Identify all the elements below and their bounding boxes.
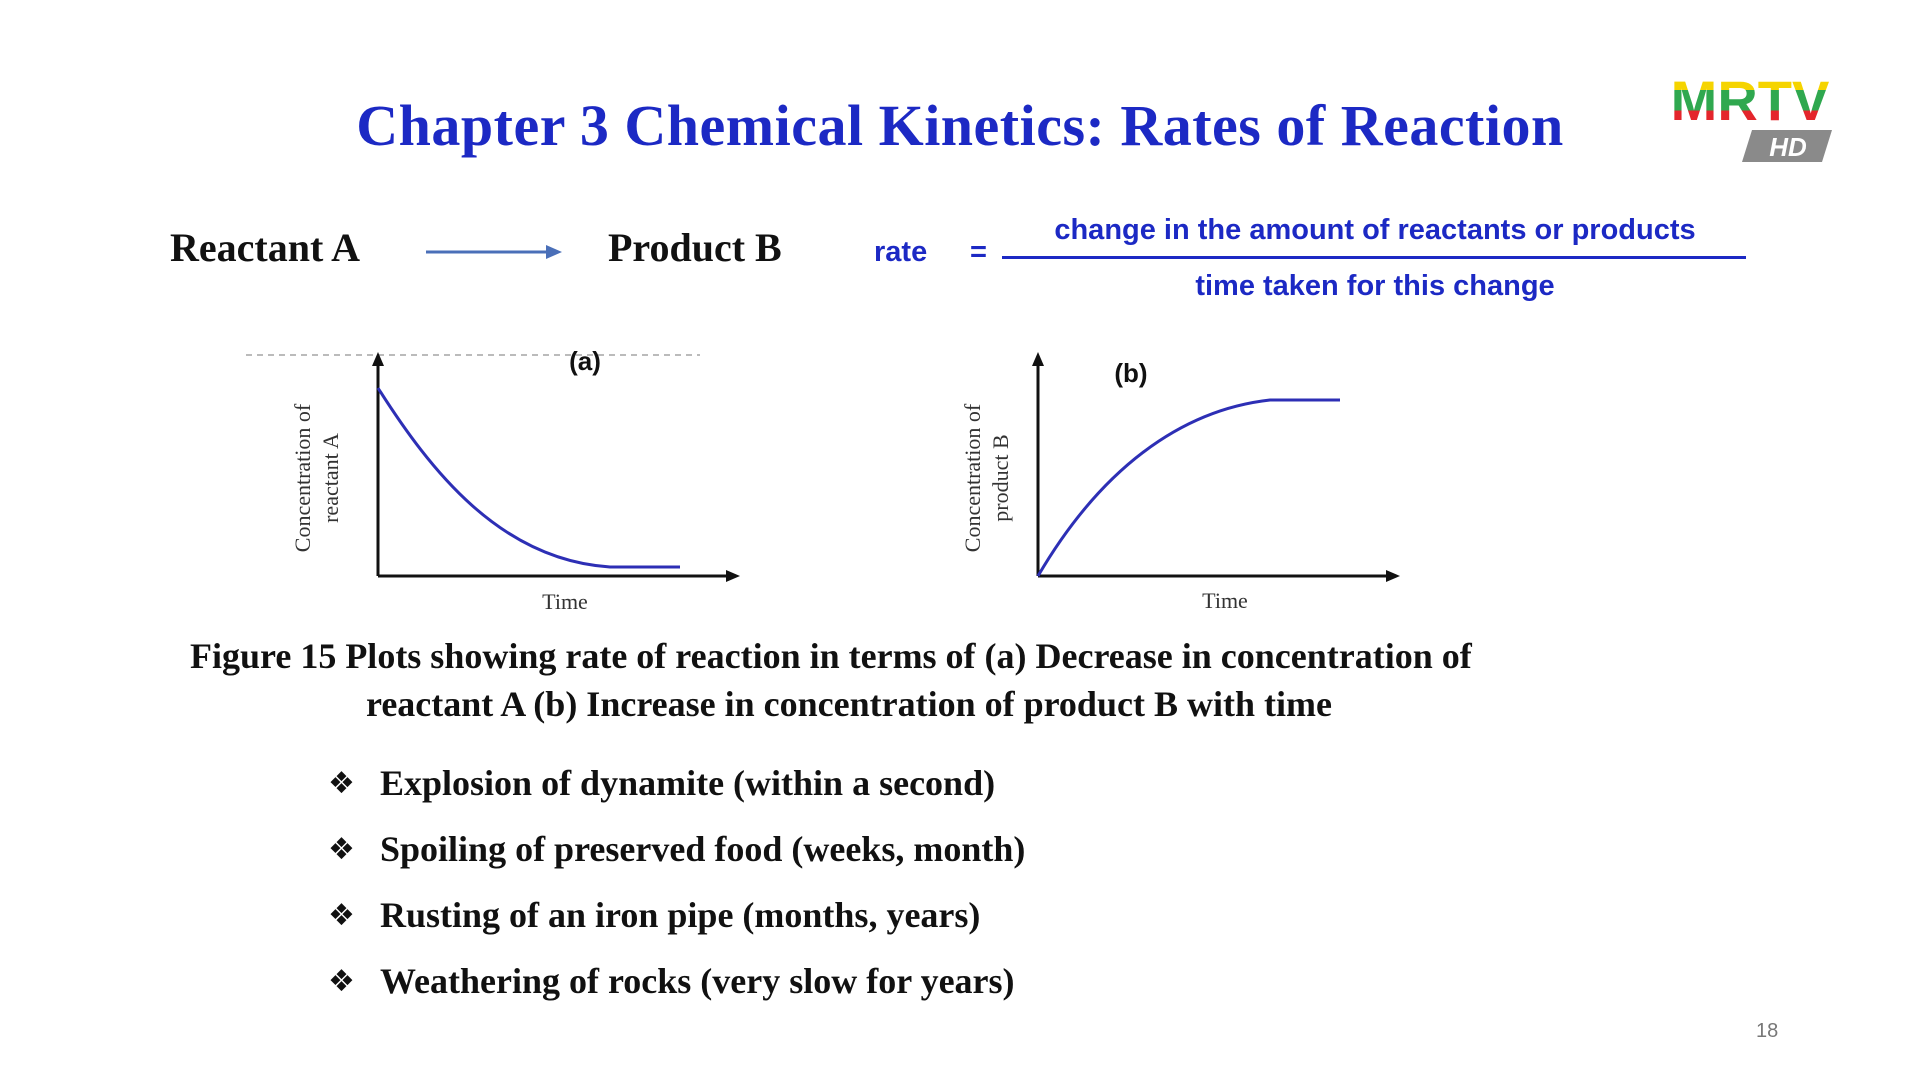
plot-a-curve	[376, 387, 680, 569]
examples-list: ❖ Explosion of dynamite (within a second)…	[328, 750, 1025, 1014]
plot-a-y-arrow-icon	[372, 352, 384, 366]
diamond-bullet-icon: ❖	[328, 831, 355, 867]
plot-b-ylabel-line2: product B	[988, 434, 1013, 521]
plot-a-x-arrow-icon	[726, 570, 740, 582]
diamond-bullet-icon: ❖	[328, 963, 355, 999]
plot-a-label: (a)	[569, 346, 601, 376]
plot-b-x-arrow-icon	[1386, 570, 1400, 582]
plot-b-xlabel: Time	[1202, 588, 1248, 613]
list-item: ❖ Weathering of rocks (very slow for year…	[328, 948, 1025, 1014]
diamond-bullet-icon: ❖	[328, 897, 355, 933]
plot-a-xlabel: Time	[542, 589, 588, 614]
bullet-text: Explosion of dynamite (within a second)	[380, 763, 996, 803]
figure-caption: Figure 15 Plots showing rate of reaction…	[190, 632, 1750, 728]
plot-a-ylabel-line2: reactant A	[318, 433, 343, 523]
bullet-text: Weathering of rocks (very slow for years…	[380, 961, 1015, 1001]
rate-denominator: time taken for this change	[1195, 270, 1555, 302]
caption-line-2: reactant A (b) Increase in concentration…	[366, 684, 1332, 724]
logo-main-text: MRTV	[1671, 72, 1830, 132]
mrtv-hd-logo: MRTV HD	[1671, 72, 1832, 162]
plot-b: (b) Concentration of product B Time	[960, 352, 1400, 613]
list-item: ❖ Rusting of an iron pipe (months, years)	[328, 882, 1025, 948]
list-item: ❖ Spoiling of preserved food (weeks, mont…	[328, 816, 1025, 882]
plot-b-ylabel-line1: Concentration of	[960, 403, 985, 552]
bullet-text: Spoiling of preserved food (weeks, month…	[380, 829, 1026, 869]
product-label: Product B	[608, 225, 782, 270]
fraction-bar	[1002, 256, 1746, 259]
plot-b-label: (b)	[1114, 358, 1147, 388]
page-number: 18	[1756, 1020, 1779, 1042]
logo-badge-shape	[1742, 130, 1832, 162]
reaction-arrow-icon	[426, 245, 562, 259]
list-item: ❖ Explosion of dynamite (within a second)	[328, 750, 1025, 816]
plot-b-curve	[1036, 398, 1340, 577]
plot-a-ylabel-line1: Concentration of	[290, 403, 315, 552]
plot-b-y-arrow-icon	[1032, 352, 1044, 366]
bullet-text: Rusting of an iron pipe (months, years)	[380, 895, 981, 935]
rate-numerator: change in the amount of reactants or pro…	[1054, 214, 1696, 246]
reactant-label: Reactant A	[170, 225, 360, 270]
diamond-bullet-icon: ❖	[328, 765, 355, 801]
slide-title: Chapter 3 Chemical Kinetics: Rates of Re…	[356, 93, 1564, 158]
caption-line-1: Figure 15 Plots showing rate of reaction…	[190, 636, 1472, 676]
logo-badge-text: HD	[1769, 132, 1807, 162]
plot-a: (a) Concentration of reactant A Time	[246, 346, 740, 614]
equals-sign: =	[970, 236, 987, 268]
rate-label: rate	[874, 236, 928, 268]
